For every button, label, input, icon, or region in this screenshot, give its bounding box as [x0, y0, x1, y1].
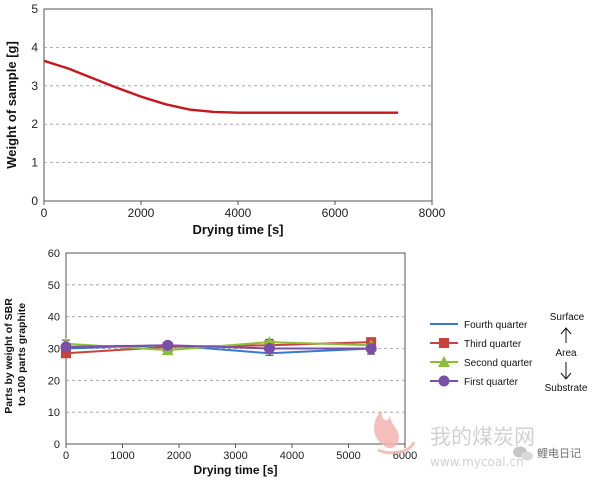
sbr-chart-data-point: [365, 343, 377, 354]
weight-chart-x-tick-label: 8000: [419, 206, 446, 220]
sbr-chart-x-tick-label: 1000: [110, 450, 134, 462]
weight-chart-plot-frame: [43, 8, 433, 202]
weight-chart-x-tick-label: 0: [41, 206, 48, 220]
surface-label: Surface: [550, 312, 585, 323]
weight-chart-x-tick-label: 6000: [322, 206, 349, 220]
sbr-chart-y-ticks: 0 10 20 30 40 50 60: [48, 248, 60, 451]
legend-entry-label: Third quarter: [464, 339, 522, 350]
sbr-chart-y-tick-label: 60: [48, 248, 60, 260]
sbr-chart-y-tick-label: 50: [48, 280, 60, 292]
arrow-down-icon: [560, 362, 572, 380]
arrow-up-icon: [560, 327, 572, 343]
sbr-chart-x-tick-label: 4000: [280, 450, 304, 462]
sbr-chart-data-point: [162, 339, 174, 351]
sbr-chart-legend: Fourth quarter Third quarter Second quarte…: [430, 320, 533, 388]
sbr-chart-x-tick-label: 2000: [167, 450, 191, 462]
weight-chart-y-tick-label: 0: [31, 194, 38, 208]
sbr-chart-y-tick-label: 10: [48, 407, 60, 419]
watermark-url: www.mycoal.cn: [430, 455, 524, 469]
sbr-chart-y-axis-title-line-1: Parts by weight of SBR: [3, 298, 15, 414]
sbr-chart-x-ticks: 0 1000 2000 3000 4000 5000 6000: [63, 444, 417, 462]
weight-chart-series: [43, 59, 399, 114]
weight-chart-x-axis-title: Drying time [s]: [192, 222, 283, 237]
legend-entry-label: Fourth quarter: [464, 320, 528, 331]
weight-chart-y-tick-label: 1: [31, 156, 38, 170]
weight-chart-series-line: [43, 59, 399, 114]
weight-chart-y-tick-label: 3: [31, 79, 38, 93]
sbr-chart-data-point: [61, 348, 71, 359]
legend-swatch-marker: [439, 338, 449, 348]
sbr-chart-x-tick-label: 3000: [223, 450, 247, 462]
sbr-chart-x-tick-label: 5000: [336, 450, 360, 462]
watermark: 我的煤炭网 www.mycoal.cn 鲤电日记: [374, 410, 581, 469]
sbr-chart-x-axis-title: Drying time [s]: [193, 463, 277, 477]
sbr-chart-data-point: [263, 343, 275, 354]
sbr-chart-x-tick-label: 0: [63, 450, 69, 462]
sbr-chart-y-tick-label: 20: [48, 375, 60, 387]
watermark-badge: 鲤电日记: [537, 446, 581, 460]
sbr-chart-series-line: [65, 344, 372, 350]
legend-entry-label: First quarter: [464, 377, 519, 388]
legend-swatch-marker: [438, 375, 450, 387]
weight-chart-gridlines: [44, 47, 432, 164]
substrate-label: Substrate: [545, 383, 588, 394]
weight-chart-y-axis-title: Weight of sample [g]: [4, 41, 19, 169]
sbr-chart-y-tick-label: 40: [48, 312, 60, 324]
sbr-chart-y-axis-title: Parts by weight of SBR to 100 parts grap…: [3, 295, 28, 413]
weight-chart-x-ticks: 0 2000 4000 6000 8000: [41, 201, 446, 220]
watermark-site-name: 我的煤炭网: [430, 425, 535, 449]
weight-chart: 0 1 2 3 4 5 0 2000 4000 6000 8000 Drying time [s]…: [4, 2, 446, 237]
legend-swatch-marker: [438, 356, 450, 367]
weight-chart-x-tick-label: 2000: [128, 206, 155, 220]
weight-chart-y-tick-label: 5: [31, 2, 38, 16]
wechat-icon: [513, 446, 533, 461]
sbr-chart-gridlines: [66, 284, 405, 413]
flame-logo-icon: [374, 410, 416, 455]
sbr-chart-y-tick-label: 30: [48, 344, 60, 356]
sbr-chart-data-point: [60, 341, 72, 353]
weight-chart-y-ticks: 0 1 2 3 4 5: [31, 2, 38, 208]
area-label: Area: [555, 348, 577, 359]
weight-chart-y-tick-label: 4: [31, 40, 38, 54]
sbr-chart-y-axis-title-line-2: to 100 parts graphite: [16, 303, 28, 406]
weight-chart-y-tick-label: 2: [31, 117, 38, 131]
legend-entry-label: Second quarter: [464, 358, 533, 369]
weight-chart-x-tick-label: 4000: [225, 206, 252, 220]
sbr-chart-series: [60, 336, 378, 359]
layer-position-labels: Surface Area Substrate: [545, 312, 588, 394]
sbr-chart-y-tick-label: 0: [54, 439, 60, 451]
